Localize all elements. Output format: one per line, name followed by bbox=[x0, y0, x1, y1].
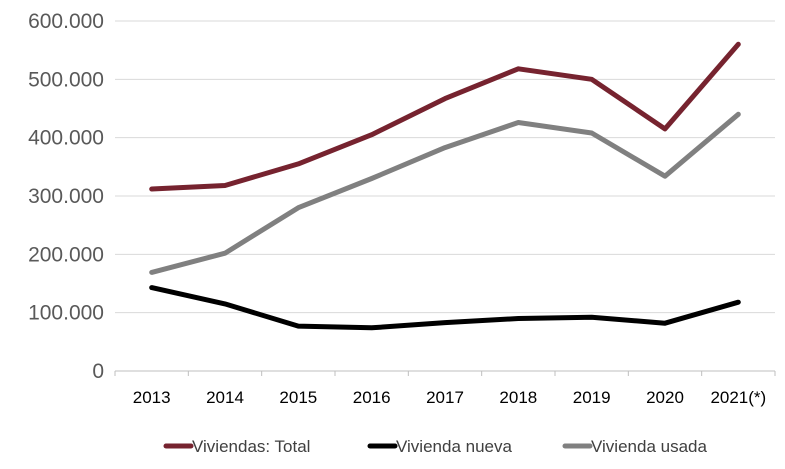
legend-label: Viviendas: Total bbox=[192, 437, 310, 456]
x-tick-label: 2019 bbox=[573, 388, 611, 407]
y-tick-label: 600.000 bbox=[28, 10, 104, 33]
y-axis: 0 100.000 200.000 300.000 400.000 500.000 600.… bbox=[28, 10, 104, 383]
x-tick-label: 2016 bbox=[353, 388, 391, 407]
series-line-3 bbox=[149, 111, 741, 275]
series-line-1 bbox=[149, 41, 741, 192]
x-tick-label: 2013 bbox=[133, 388, 171, 407]
x-tick-label: 2020 bbox=[646, 388, 684, 407]
y-tick-label: 100.000 bbox=[28, 302, 104, 325]
series-line-2 bbox=[149, 285, 741, 331]
x-tick-label: 2014 bbox=[206, 388, 244, 407]
y-tick-label: 500.000 bbox=[28, 68, 104, 91]
legend-label: Vivienda nueva bbox=[396, 437, 512, 456]
y-tick-label: 300.000 bbox=[28, 185, 104, 208]
legend: Viviendas: Total Vivienda nueva Vivienda u… bbox=[163, 437, 707, 456]
y-tick-label: 0 bbox=[92, 360, 104, 383]
series-lines bbox=[149, 41, 741, 331]
y-tick-label: 200.000 bbox=[28, 243, 104, 266]
x-tick-label: 2021(*) bbox=[710, 388, 766, 407]
x-tick-label: 2017 bbox=[426, 388, 464, 407]
x-tick-label: 2015 bbox=[279, 388, 317, 407]
x-axis: 2013 2014 2015 2016 2017 2018 2019 2020 2021(*) bbox=[114, 370, 776, 407]
x-tick-label: 2018 bbox=[499, 388, 537, 407]
legend-label: Vivienda usada bbox=[591, 437, 707, 456]
y-tick-label: 400.000 bbox=[28, 127, 104, 150]
